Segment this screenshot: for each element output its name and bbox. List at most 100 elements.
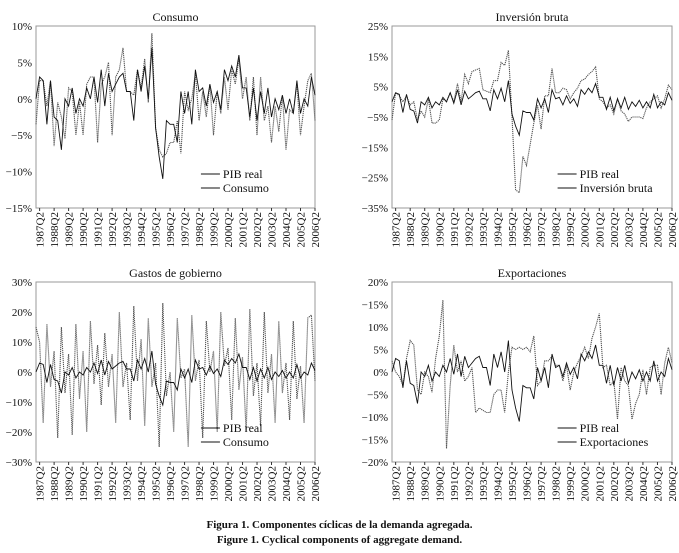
x-tick-label: 1991Q2 bbox=[93, 212, 105, 247]
x-tick-label: 2005Q2 bbox=[296, 212, 308, 247]
y-tick-label: −20% bbox=[6, 427, 32, 439]
x-tick-label: 2003Q2 bbox=[623, 212, 635, 247]
y-tick-label: 15% bbox=[368, 51, 388, 63]
legend-label: Consumo bbox=[223, 435, 269, 449]
y-tick-label: 30% bbox=[12, 277, 32, 289]
y-tick-label: 0% bbox=[17, 367, 32, 379]
x-tick-label: 1995Q2 bbox=[151, 466, 163, 501]
legend-label: PIB real bbox=[580, 421, 620, 435]
x-tick-label: 2001Q2 bbox=[238, 466, 250, 501]
x-tick-label: 2001Q2 bbox=[594, 466, 606, 501]
x-tick-label: 1990Q2 bbox=[434, 466, 446, 501]
y-tick-label: −20% bbox=[362, 457, 388, 469]
x-tick-label: 1988Q2 bbox=[49, 212, 61, 247]
y-tick-label: 0% bbox=[373, 367, 388, 379]
chart-title: Gastos de gobierno bbox=[129, 266, 222, 280]
x-tick-label: 1999Q2 bbox=[209, 212, 221, 247]
x-tick-label: 2003Q2 bbox=[267, 212, 279, 247]
x-tick-label: 1993Q2 bbox=[122, 212, 134, 247]
y-tick-label: −10% bbox=[6, 167, 32, 179]
x-tick-label: 1987Q2 bbox=[391, 466, 403, 501]
x-tick-label: 1994Q2 bbox=[492, 466, 504, 501]
y-tick-label: 10% bbox=[12, 21, 32, 33]
legend-label: PIB real bbox=[223, 167, 263, 181]
x-tick-label: 2002Q2 bbox=[609, 212, 621, 247]
x-tick-label: 2003Q2 bbox=[267, 466, 279, 501]
y-tick-label: −30% bbox=[6, 457, 32, 469]
series-pib-line bbox=[35, 47, 316, 179]
x-tick-label: 2005Q2 bbox=[652, 212, 664, 247]
y-tick-label: 0% bbox=[17, 94, 32, 106]
chart-title: Consumo bbox=[152, 10, 198, 24]
x-tick-label: 1992Q2 bbox=[463, 466, 475, 501]
series-pib-line bbox=[35, 350, 316, 407]
x-tick-label: 1991Q2 bbox=[449, 212, 461, 247]
x-tick-label: 1995Q2 bbox=[151, 212, 163, 247]
y-tick-label: −15% bbox=[362, 142, 388, 154]
x-tick-label: 1999Q2 bbox=[565, 212, 577, 247]
x-tick-label: 2003Q2 bbox=[623, 466, 635, 501]
plot-frame bbox=[35, 25, 316, 209]
x-tick-label: 1992Q2 bbox=[107, 466, 119, 501]
panel-2: Inversión bruta25%15%5%−5%−15%−25%−35%19… bbox=[362, 10, 679, 247]
x-tick-label: 1989Q2 bbox=[420, 466, 432, 501]
y-tick-label: −35% bbox=[362, 203, 388, 215]
panel-1: Consumo 10% 5% 0% −5% −10% −15%1987Q2 1988Q2 198… bbox=[6, 10, 322, 247]
y-tick-label: −15% bbox=[362, 300, 388, 312]
y-tick-label: −15% bbox=[6, 203, 32, 215]
x-tick-label: 1998Q2 bbox=[551, 212, 563, 247]
x-tick-label: 1994Q2 bbox=[136, 212, 148, 247]
x-tick-label: 1987Q2 bbox=[35, 212, 47, 247]
y-tick-label: −10% bbox=[6, 397, 32, 409]
x-tick-label: 1996Q2 bbox=[522, 466, 534, 501]
caption-spanish: Figura 1. Componentes cíclicas de la dem… bbox=[206, 519, 473, 531]
x-tick-label: 1997Q2 bbox=[536, 466, 548, 501]
x-tick-label: 1992Q2 bbox=[463, 212, 475, 247]
legend-label: Inversión bruta bbox=[580, 181, 654, 195]
series-component-line bbox=[35, 33, 316, 158]
x-tick-label: 1993Q2 bbox=[478, 466, 490, 501]
x-tick-label: 1996Q2 bbox=[522, 212, 534, 247]
x-tick-label: 1988Q2 bbox=[405, 212, 417, 247]
x-tick-label: 1994Q2 bbox=[136, 466, 148, 501]
x-tick-label: 2004Q2 bbox=[281, 212, 293, 247]
series-component-line bbox=[35, 302, 316, 448]
x-tick-label: 1994Q2 bbox=[492, 212, 504, 247]
y-tick-label: 20% bbox=[368, 277, 388, 289]
x-tick-label: 2006Q2 bbox=[667, 212, 679, 247]
chart-title: Inversión bruta bbox=[496, 10, 570, 24]
panel-4: Exportaciones 20% −15% 10% 5% 0% −5% −10% −15% −2… bbox=[362, 266, 679, 501]
y-tick-label: −5% bbox=[367, 112, 388, 124]
y-tick-label: −5% bbox=[367, 390, 388, 402]
chart-title: Exportaciones bbox=[498, 266, 567, 280]
x-tick-label: 1998Q2 bbox=[194, 466, 206, 501]
x-tick-label: 1992Q2 bbox=[107, 212, 119, 247]
x-tick-label: 1993Q2 bbox=[478, 212, 490, 247]
x-tick-label: 2002Q2 bbox=[252, 466, 264, 501]
x-tick-label: 1997Q2 bbox=[180, 466, 192, 501]
x-tick-label: 2000Q2 bbox=[580, 212, 592, 247]
x-tick-label: 2002Q2 bbox=[609, 466, 621, 501]
x-tick-label: 1997Q2 bbox=[536, 212, 548, 247]
y-tick-label: −15% bbox=[362, 435, 388, 447]
x-tick-label: 2000Q2 bbox=[223, 212, 235, 247]
legend-label: PIB real bbox=[580, 167, 620, 181]
series-component-line bbox=[391, 50, 673, 194]
x-tick-label: 1999Q2 bbox=[565, 466, 577, 501]
x-tick-label: 2001Q2 bbox=[594, 212, 606, 247]
y-tick-label: 5% bbox=[17, 57, 32, 69]
x-tick-label: 1990Q2 bbox=[434, 212, 446, 247]
x-tick-label: 2004Q2 bbox=[638, 466, 650, 501]
x-tick-label: 1988Q2 bbox=[405, 466, 417, 501]
y-tick-label: 5% bbox=[373, 345, 388, 357]
x-tick-label: 1988Q2 bbox=[49, 466, 61, 501]
x-tick-label: 1989Q2 bbox=[64, 466, 76, 501]
x-tick-label: 1997Q2 bbox=[180, 212, 192, 247]
x-tick-label: 2001Q2 bbox=[238, 212, 250, 247]
x-tick-label: 1991Q2 bbox=[449, 466, 461, 501]
x-tick-label: 2000Q2 bbox=[223, 466, 235, 501]
x-tick-label: 1989Q2 bbox=[420, 212, 432, 247]
x-tick-label: 2006Q2 bbox=[310, 466, 322, 501]
x-tick-label: 1989Q2 bbox=[64, 212, 76, 247]
